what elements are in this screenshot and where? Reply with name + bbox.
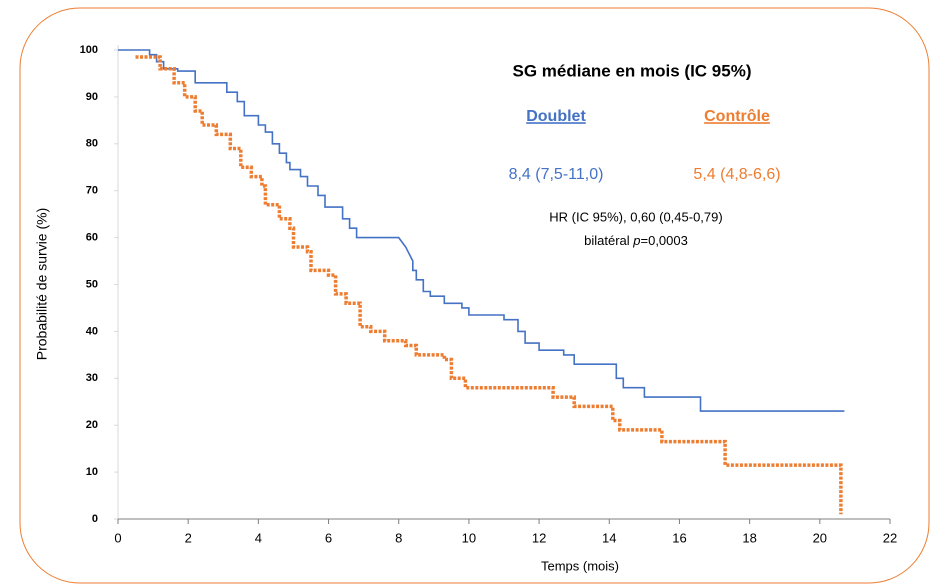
x-axis-label: Temps (mois) xyxy=(541,558,619,573)
y-tick-label: 80 xyxy=(86,138,98,150)
median-label: 8,4 (7,5-11,0) xyxy=(509,166,604,183)
y-tick-label: 50 xyxy=(86,278,98,290)
y-axis-label: Probabilité de survie (%) xyxy=(34,208,50,361)
y-tick-label: 70 xyxy=(86,185,98,197)
p-label: bilatéral p=0,0003 xyxy=(584,233,688,248)
legend-entry: Doublet xyxy=(526,108,586,125)
x-tick-label: 0 xyxy=(114,530,121,545)
y-tick-label: 30 xyxy=(86,372,98,384)
x-tick-label: 10 xyxy=(462,530,476,545)
legend-entry: Contrôle xyxy=(704,108,770,125)
chart-title: SG médiane en mois (IC 95%) xyxy=(512,61,751,80)
x-tick-label: 8 xyxy=(395,530,402,545)
survival-curve xyxy=(118,49,845,412)
hr-label: HR (IC 95%), 0,60 (0,45-0,79) xyxy=(549,209,722,224)
y-tick-label: 90 xyxy=(86,91,98,103)
x-tick-label: 2 xyxy=(185,530,192,545)
x-tick-label: 14 xyxy=(602,530,616,545)
x-tick-label: 18 xyxy=(742,530,756,545)
y-tick-label: 40 xyxy=(86,325,98,337)
y-tick-label: 100 xyxy=(80,44,98,56)
x-tick-label: 12 xyxy=(532,530,546,545)
x-tick-label: 16 xyxy=(672,530,686,545)
p-symbol: p xyxy=(632,233,640,248)
y-tick-label: 60 xyxy=(86,232,98,244)
survival-curve xyxy=(135,55,843,515)
y-tick-label: 10 xyxy=(86,466,98,478)
frame xyxy=(19,7,930,584)
x-tick-label: 6 xyxy=(325,530,332,545)
median-label: 5,4 (4,8-6,6) xyxy=(693,166,780,183)
y-tick-label: 20 xyxy=(86,419,98,431)
x-tick-label: 20 xyxy=(813,530,827,545)
x-tick-label: 4 xyxy=(255,530,262,545)
p-value: =0,0003 xyxy=(641,233,688,248)
x-tick-label: 22 xyxy=(883,530,897,545)
p-prefix: bilatéral xyxy=(584,233,633,248)
y-tick-label: 0 xyxy=(92,513,98,525)
